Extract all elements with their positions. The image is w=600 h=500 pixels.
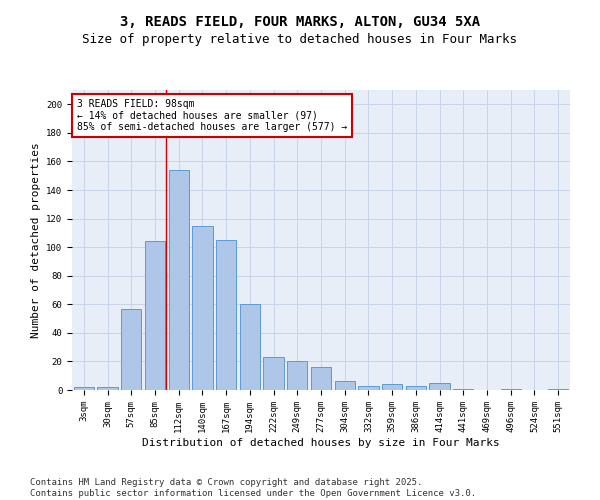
Text: Size of property relative to detached houses in Four Marks: Size of property relative to detached ho… (83, 32, 517, 46)
Text: 3, READS FIELD, FOUR MARKS, ALTON, GU34 5XA: 3, READS FIELD, FOUR MARKS, ALTON, GU34 … (120, 15, 480, 29)
Bar (358, 386, 379, 390)
Bar (240, 304, 260, 390)
Text: 3 READS FIELD: 98sqm
← 14% of detached houses are smaller (97)
85% of semi-detac: 3 READS FIELD: 98sqm ← 14% of detached h… (77, 99, 347, 132)
Bar (193, 226, 212, 390)
Bar (548, 388, 568, 390)
Y-axis label: Number of detached properties: Number of detached properties (31, 142, 41, 338)
Text: Contains HM Land Registry data © Crown copyright and database right 2025.
Contai: Contains HM Land Registry data © Crown c… (30, 478, 476, 498)
Bar (406, 386, 426, 390)
Bar (287, 362, 307, 390)
Bar (263, 357, 284, 390)
X-axis label: Distribution of detached houses by size in Four Marks: Distribution of detached houses by size … (142, 438, 500, 448)
Bar (74, 387, 94, 390)
Bar (382, 384, 402, 390)
Bar (430, 383, 449, 390)
Bar (97, 387, 118, 390)
Bar (335, 382, 355, 390)
Bar (311, 367, 331, 390)
Bar (453, 388, 473, 390)
Bar (216, 240, 236, 390)
Bar (500, 388, 521, 390)
Bar (121, 308, 142, 390)
Bar (145, 242, 165, 390)
Bar (169, 170, 189, 390)
